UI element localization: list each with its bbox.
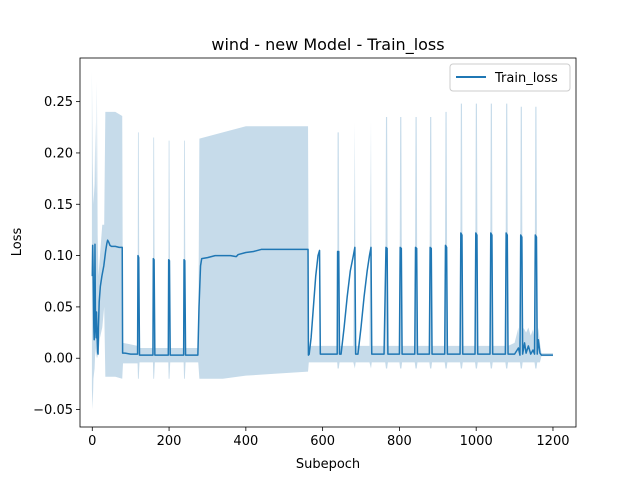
x-tick-label: 800: [387, 434, 412, 449]
chart-title: wind - new Model - Train_loss: [211, 35, 444, 55]
y-tick-label: −0.05: [33, 403, 73, 418]
legend-label: Train_loss: [494, 71, 558, 86]
x-axis: 0 200 400 600 800 1000 1200: [88, 427, 570, 449]
confidence-band-layer: [91, 70, 553, 410]
confidence-band: [91, 70, 553, 410]
legend-box: [449, 63, 571, 92]
y-tick-label: 0.15: [44, 198, 73, 213]
x-tick-label: 1000: [460, 434, 493, 449]
series-line-layer: [91, 232, 553, 356]
y-tick-label: 0.25: [44, 95, 73, 110]
y-axis-label: Loss: [10, 228, 25, 257]
legend: Train_loss: [449, 63, 571, 92]
x-tick-label: 400: [233, 434, 258, 449]
y-tick-label: 0.10: [44, 249, 73, 264]
x-tick-label: 0: [88, 434, 96, 449]
y-tick-label: 0.05: [44, 300, 73, 315]
x-tick-label: 600: [310, 434, 335, 449]
y-axis: −0.05 0.00 0.05 0.10 0.15 0.20 0.25: [33, 95, 80, 418]
plot-frame: [79, 57, 577, 428]
x-tick-label: 200: [157, 434, 182, 449]
y-tick-label: 0.00: [44, 352, 73, 367]
y-tick-label: 0.20: [44, 146, 73, 161]
plot-area: [79, 57, 577, 428]
x-tick-label: 1200: [536, 434, 569, 449]
series-line-train-loss: [91, 232, 553, 356]
x-axis-label: Subepoch: [296, 457, 360, 472]
